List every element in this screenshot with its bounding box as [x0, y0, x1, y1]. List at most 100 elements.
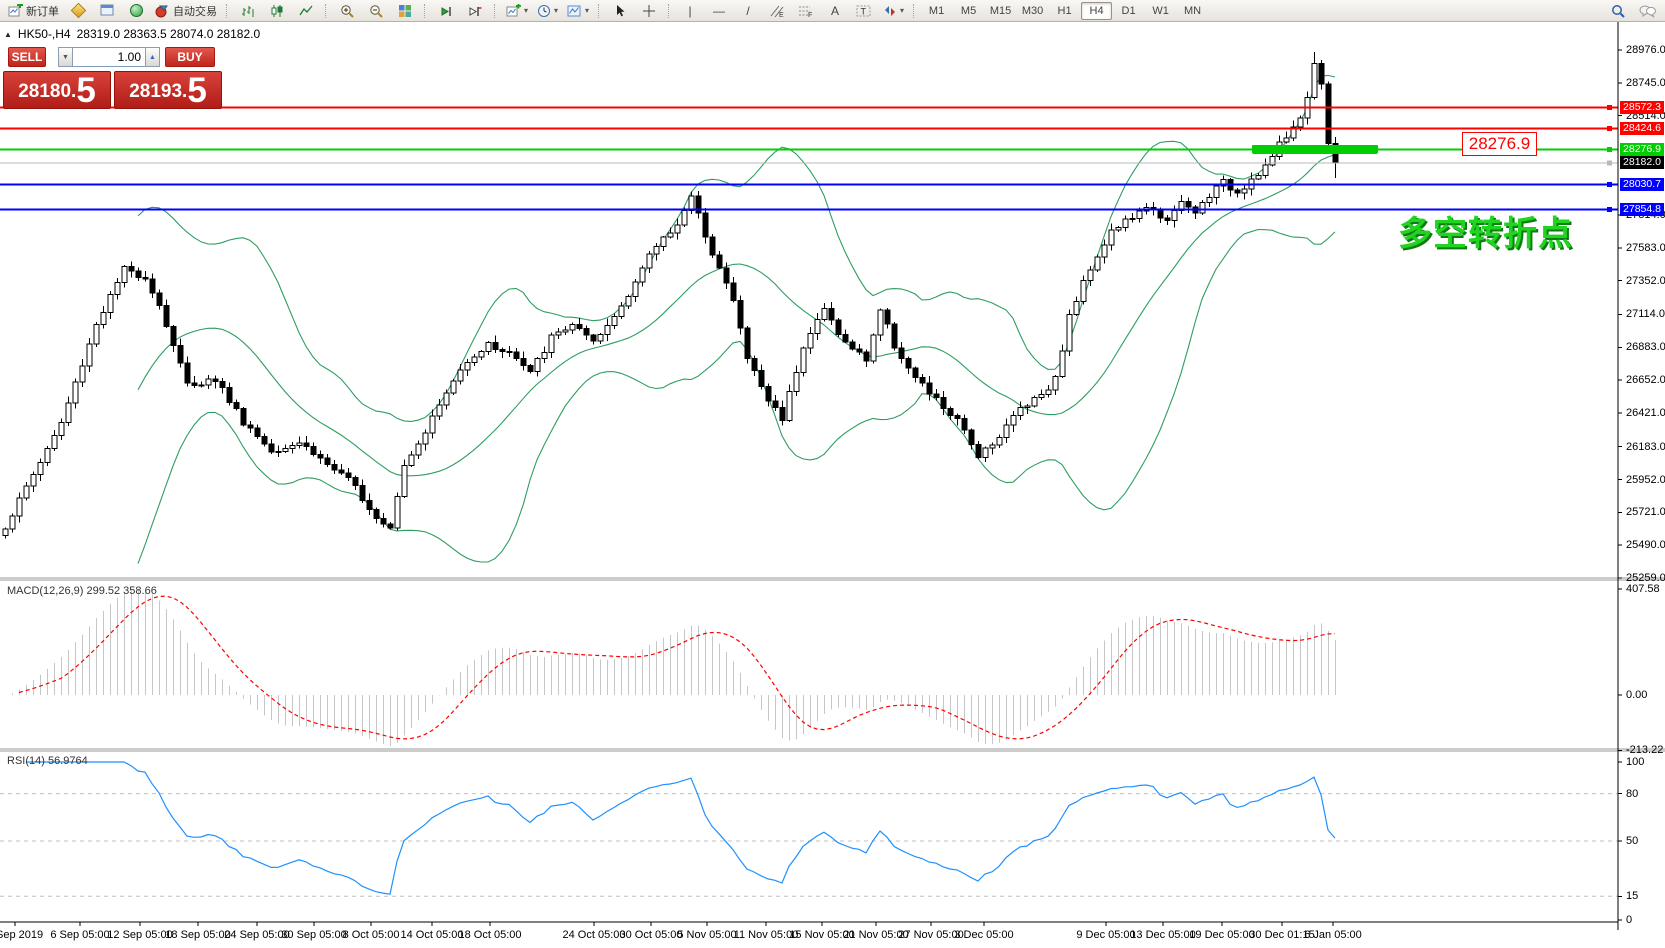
volume-increase-button[interactable]: ▲ [145, 47, 160, 67]
price-line-badge: 28424.6 [1620, 121, 1664, 135]
time-axis-label: 24 Sep 05:00 [224, 929, 290, 941]
text-label-icon: T [856, 5, 871, 16]
caret-up-icon: ▲ [149, 53, 156, 61]
time-axis-label: 15 Nov 05:00 [789, 929, 855, 941]
timeframe-h4[interactable]: H4 [1081, 1, 1113, 20]
price-callout-label[interactable]: 28276.9 [1462, 132, 1537, 156]
timeframe-m5[interactable]: M5 [960, 4, 977, 17]
time-axis-label: 11 Nov 05:00 [733, 929, 799, 941]
time-axis-label: 30 Dec 01:15 [1249, 929, 1315, 941]
volume-stepper: ▼ ▲ [58, 47, 160, 67]
buy-price-box[interactable]: 28193 . 5 [114, 71, 222, 109]
price-axis-tick: 25490.0 [1626, 539, 1665, 552]
crosshair-button[interactable] [635, 1, 663, 21]
zoom-in-button[interactable] [333, 1, 361, 21]
fibonacci-icon: F [799, 6, 812, 18]
price-axis-tick: 26652.0 [1626, 374, 1665, 387]
timeframe-m30[interactable]: M30 [1021, 4, 1044, 17]
periods-dropdown[interactable]: ▾ [533, 1, 562, 21]
search-icon [1611, 4, 1625, 18]
rsi-axis-tick: 0 [1626, 914, 1633, 926]
time-axis-label: 21 Nov 05:00 [843, 929, 909, 941]
bar-chart-button[interactable] [234, 1, 262, 21]
chat-button[interactable] [1633, 1, 1661, 21]
horizontal-line-tool[interactable]: — [705, 1, 733, 21]
new-order-button[interactable]: 新订单 [4, 1, 63, 21]
one-click-collapse-icon[interactable]: ▲ [4, 29, 12, 39]
zoom-out-button[interactable] [362, 1, 390, 21]
search-button[interactable] [1604, 1, 1632, 21]
price-axis[interactable]: 28976.028745.028514.027814.027583.027352… [1618, 22, 1665, 948]
caret-down-icon: ▼ [62, 53, 69, 61]
crosshair-icon [643, 4, 656, 17]
templates-dropdown[interactable]: ▾ [563, 1, 593, 21]
arrows-dropdown[interactable]: ▾ [879, 1, 908, 21]
cursor-button[interactable] [606, 1, 634, 21]
time-axis-label: 6 Sep 05:00 [50, 929, 110, 941]
timeframe-w1[interactable]: W1 [1152, 4, 1169, 17]
sell-price-box[interactable]: 28180 . 5 [3, 71, 111, 109]
candlestick-button[interactable] [263, 1, 291, 21]
timeframe-mn[interactable]: MN [1184, 4, 1202, 17]
clock-icon [538, 4, 551, 17]
toolbar-separator [494, 3, 497, 18]
data-window-icon [100, 4, 113, 16]
price-axis-tick: 26183.0 [1626, 440, 1665, 453]
horizontal-lines [0, 104, 1618, 212]
sell-price-dot: . [71, 81, 77, 102]
price-axis-tick: 25721.0 [1626, 506, 1665, 519]
volume-decrease-button[interactable]: ▼ [58, 47, 73, 67]
tile-windows-button[interactable] [391, 1, 419, 21]
chart-shift-button[interactable] [461, 1, 489, 21]
navigator-button[interactable] [122, 1, 150, 21]
time-axis-label: 6 Jan 05:00 [1304, 929, 1362, 941]
bar-chart-icon [242, 5, 254, 17]
auto-trading-button[interactable]: 自动交易 [151, 1, 221, 21]
price-axis-tick: 25259.0 [1626, 572, 1665, 584]
time-axis-label: 12 Sep 05:00 [107, 929, 173, 941]
buy-button[interactable]: BUY [165, 47, 215, 67]
pane-frame [0, 22, 1665, 930]
data-window-button[interactable] [93, 1, 121, 21]
volume-input[interactable] [73, 47, 145, 67]
timeframe-m15[interactable]: M15 [989, 4, 1012, 17]
time-axis-label: 30 Sep 05:00 [281, 929, 347, 941]
turning-point-annotation[interactable]: 多空转折点 [1398, 215, 1573, 253]
sell-price-main: 28180 [18, 81, 72, 102]
trendline-tool[interactable]: / [734, 1, 762, 21]
templates-icon [567, 5, 581, 16]
text-label-tool[interactable]: T [850, 1, 878, 21]
main-toolbar: 新订单 自动交易 [0, 0, 1665, 22]
market-watch-button[interactable] [64, 1, 92, 21]
time-axis-label: 2 Sep 2019 [0, 929, 44, 941]
macd-axis-tick: 407.58 [1626, 583, 1660, 595]
new-chart-dropdown[interactable]: ▾ [502, 1, 532, 21]
sell-button[interactable]: SELL [8, 47, 46, 67]
vertical-line-tool[interactable]: | [676, 1, 704, 21]
dropdown-caret-icon: ▾ [524, 5, 529, 15]
fibonacci-tool[interactable]: F [792, 1, 820, 21]
auto-trading-label: 自动交易 [173, 5, 217, 18]
timeframe-d1[interactable]: D1 [1121, 4, 1136, 17]
equidistant-channel-tool[interactable]: E [763, 1, 791, 21]
time-axis-label: 30 Oct 05:00 [619, 929, 683, 941]
text-tool[interactable]: A [821, 1, 849, 21]
time-axis-label: 19 Dec 05:00 [1189, 929, 1255, 941]
main-pane [137, 74, 1336, 564]
timeframe-h1[interactable]: H1 [1057, 4, 1072, 17]
toolbar-separator [668, 3, 671, 18]
line-chart-button[interactable] [292, 1, 320, 21]
dropdown-caret-icon: ▾ [900, 5, 905, 15]
rsi-axis-tick: 50 [1626, 835, 1639, 847]
auto-scroll-button[interactable] [432, 1, 460, 21]
time-axis-label: 13 Dec 05:00 [1130, 929, 1196, 941]
timeframe-m1[interactable]: M1 [928, 4, 945, 17]
line-chart-icon [299, 5, 313, 15]
time-axis-label: 9 Dec 05:00 [1076, 929, 1136, 941]
chart-title: ▲ HK50-,H4 28319.0 28363.5 28074.0 28182… [4, 27, 260, 41]
macd-axis-tick: -213.22 [1626, 744, 1664, 757]
ohlc-values: 28319.0 28363.5 28074.0 28182.0 [76, 27, 261, 41]
